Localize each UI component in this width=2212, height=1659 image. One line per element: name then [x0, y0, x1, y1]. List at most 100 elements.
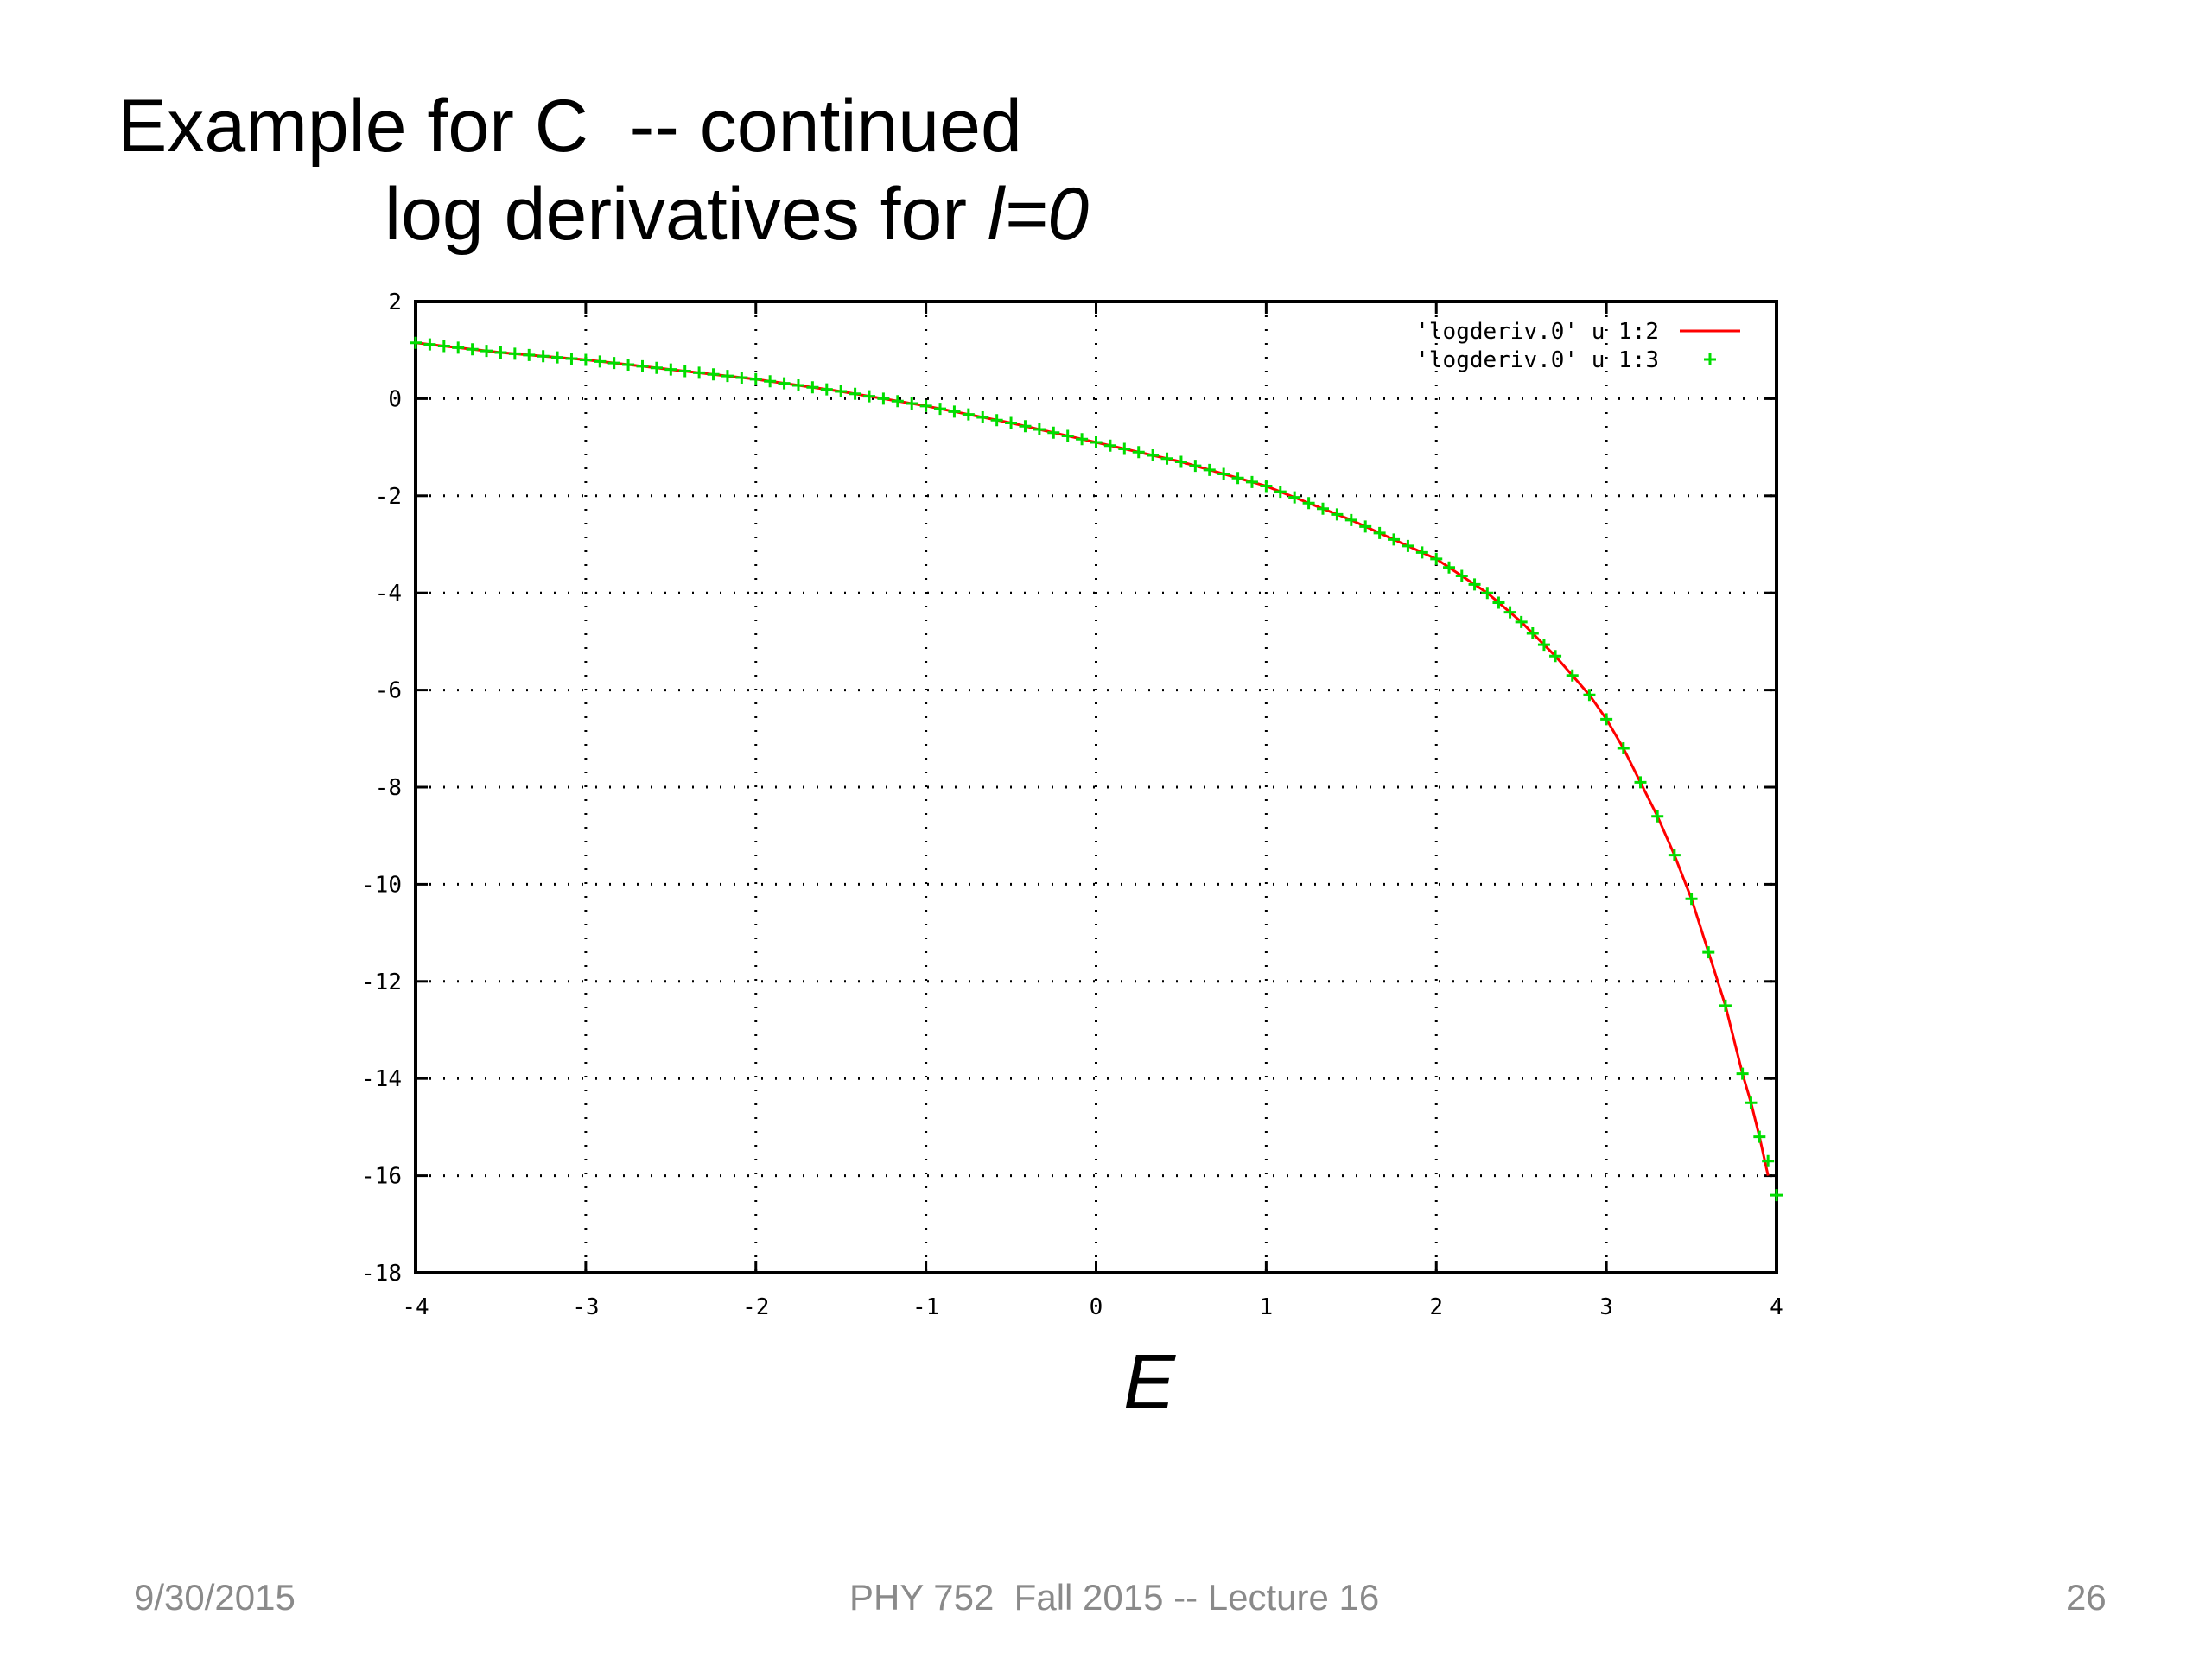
data-point-marker	[636, 359, 649, 372]
data-point-marker	[749, 372, 762, 385]
data-point-marker	[678, 365, 691, 378]
legend-label-series-2: 'logderiv.0' u 1:3	[1415, 347, 1659, 373]
data-point-marker	[1430, 552, 1443, 565]
x-tick-label: -1	[912, 1294, 939, 1320]
x-axis-label: E	[1123, 1339, 1176, 1426]
data-point-marker	[693, 366, 706, 379]
data-point-marker	[1762, 1154, 1775, 1167]
data-point-marker	[1566, 669, 1579, 682]
data-point-marker	[1736, 1067, 1749, 1080]
x-tick-label: 4	[1770, 1294, 1783, 1320]
data-point-marker	[1160, 452, 1173, 465]
data-point-marker	[622, 359, 635, 372]
data-point-marker	[1719, 999, 1732, 1012]
data-point-marker	[1076, 433, 1089, 446]
data-point-marker	[494, 346, 507, 359]
data-point-marker	[976, 410, 989, 423]
slide-subtitle: log derivatives for l=0	[385, 171, 1089, 257]
data-point-marker	[1203, 463, 1216, 476]
y-tick-label: -6	[375, 678, 402, 704]
y-tick-label: -12	[361, 969, 402, 995]
data-point-marker	[1260, 480, 1273, 493]
data-point-marker	[1515, 615, 1528, 628]
data-point-marker	[721, 370, 734, 383]
data-point-marker	[1288, 491, 1301, 504]
data-point-marker	[594, 355, 607, 368]
y-tick-label: -18	[361, 1261, 402, 1287]
data-point-marker	[1455, 569, 1468, 582]
legend-label-series-1: 'logderiv.0' u 1:2	[1415, 319, 1659, 345]
data-point-marker	[1492, 596, 1505, 609]
data-point-marker	[551, 351, 564, 364]
data-point-marker	[707, 368, 720, 381]
data-point-marker	[1217, 467, 1230, 480]
y-tick-label: -14	[361, 1066, 402, 1092]
data-point-marker	[1373, 526, 1386, 539]
data-point-marker	[1526, 627, 1539, 640]
data-point-marker	[1651, 810, 1664, 823]
data-point-marker	[664, 363, 677, 376]
data-point-marker	[1537, 639, 1550, 652]
data-point-marker	[1344, 513, 1357, 526]
data-point-marker	[1302, 497, 1315, 510]
data-point-marker	[1600, 713, 1613, 726]
y-tick-label: 2	[388, 289, 402, 315]
data-point-marker	[1634, 776, 1647, 789]
x-tick-label: -2	[742, 1294, 769, 1320]
y-tick-label: -4	[375, 581, 402, 607]
data-point-marker	[778, 377, 791, 390]
data-point-marker	[1019, 420, 1032, 433]
data-point-marker	[423, 338, 436, 351]
x-tick-label: -4	[402, 1294, 429, 1320]
data-point-marker	[1189, 460, 1202, 473]
subtitle-text: log derivatives for	[385, 173, 988, 256]
footer-date: 9/30/2015	[134, 1577, 296, 1618]
y-tick-label: -16	[361, 1164, 402, 1190]
data-point-marker	[1481, 587, 1494, 600]
data-point-marker	[990, 414, 1003, 427]
data-point-marker	[508, 347, 521, 360]
data-point-marker	[1668, 849, 1681, 861]
data-point-marker	[410, 336, 422, 349]
data-point-marker	[1503, 606, 1516, 619]
data-point-marker	[1274, 486, 1287, 499]
data-point-marker	[906, 397, 918, 410]
data-point-marker	[1359, 520, 1372, 533]
data-point-marker	[466, 343, 479, 356]
data-point-marker	[764, 375, 777, 388]
data-point-marker	[1047, 426, 1060, 439]
plot-frame	[414, 300, 1778, 1274]
data-point-marker	[1468, 578, 1481, 591]
data-point-marker	[537, 350, 550, 363]
footer-course: PHY 752 Fall 2015 -- Lecture 16	[849, 1577, 1380, 1618]
data-point-marker	[437, 340, 450, 353]
data-point-marker	[1033, 423, 1046, 435]
data-point-marker	[1245, 475, 1258, 488]
x-tick-label: 0	[1090, 1294, 1103, 1320]
data-point-marker	[1415, 546, 1428, 559]
x-tick-label: 1	[1260, 1294, 1274, 1320]
data-point-marker	[1443, 561, 1456, 574]
data-point-marker	[919, 399, 932, 412]
data-point-marker	[1118, 442, 1131, 455]
data-point-marker	[1061, 429, 1074, 442]
data-point-marker	[1685, 893, 1698, 906]
legend-point-swatch	[1704, 353, 1716, 365]
data-point-marker	[1745, 1096, 1758, 1109]
y-tick-label: -8	[375, 775, 402, 801]
data-point-marker	[1770, 1189, 1783, 1202]
x-tick-label: 3	[1599, 1294, 1613, 1320]
data-point-marker	[565, 353, 578, 365]
data-point-marker	[835, 385, 848, 397]
data-point-marker	[452, 341, 465, 354]
data-point-marker	[1174, 455, 1187, 468]
data-point-marker	[891, 395, 904, 408]
data-point-marker	[480, 345, 493, 358]
slide-title: Example for C -- continued	[118, 85, 1022, 168]
subtitle-italic-text: l=0	[987, 173, 1090, 256]
data-point-marker	[1583, 689, 1596, 702]
data-point-marker	[523, 348, 536, 361]
data-point-marker	[934, 403, 947, 416]
data-point-marker	[863, 390, 875, 403]
data-point-marker	[806, 381, 819, 394]
